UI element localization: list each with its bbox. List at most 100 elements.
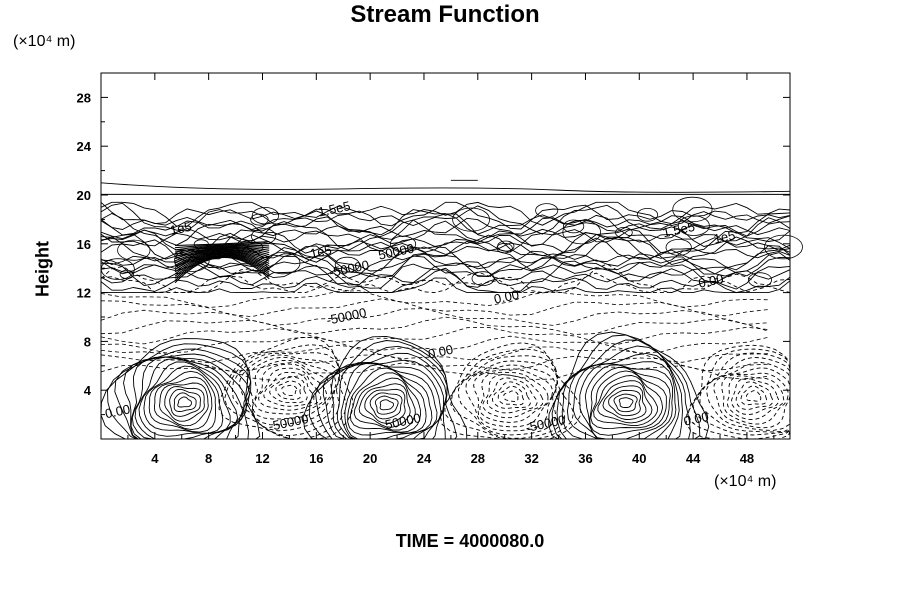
contour-line xyxy=(100,344,769,364)
contour-line xyxy=(174,251,270,268)
contour-line xyxy=(130,356,247,440)
contour-line xyxy=(100,252,791,286)
eddy-contour xyxy=(665,238,692,256)
contour-line xyxy=(281,384,298,397)
contour-line xyxy=(224,344,347,440)
y-tick-label-5: 24 xyxy=(77,139,92,154)
y-tick-label-4: 20 xyxy=(77,188,91,203)
contour-line xyxy=(174,255,270,279)
contour-line xyxy=(174,247,270,258)
contour-line xyxy=(100,308,769,326)
contour-line xyxy=(246,356,337,426)
x-axis-unit: (×10⁴ m) xyxy=(714,473,777,490)
contour-label-3: 50000 xyxy=(377,241,415,263)
contour-label-4: -50000 xyxy=(328,257,371,280)
x-tick-label-8: 36 xyxy=(578,451,592,466)
contour-line xyxy=(589,366,667,436)
contour-line xyxy=(263,371,315,407)
contour-line xyxy=(254,363,328,415)
contour-line xyxy=(349,372,421,433)
contour-line xyxy=(100,338,261,440)
contour-line xyxy=(100,263,791,290)
contour-label-11: 0.00 xyxy=(104,401,132,421)
contour-line xyxy=(173,392,197,412)
contour-line xyxy=(174,253,270,275)
contour-line xyxy=(231,352,340,437)
x-tick-label-10: 44 xyxy=(686,451,701,466)
contour-line xyxy=(143,365,224,434)
contour-line xyxy=(218,336,354,440)
contour-line xyxy=(497,385,525,406)
contour-line xyxy=(131,356,244,440)
contour-line xyxy=(745,390,762,402)
contour-line xyxy=(100,326,769,345)
contour-line xyxy=(174,250,270,266)
contour-line xyxy=(100,316,769,335)
contour-line xyxy=(100,353,769,372)
chart-title: Stream Function xyxy=(350,1,540,28)
contour-line xyxy=(100,298,769,318)
eddy-contour xyxy=(471,271,495,286)
contour-line xyxy=(100,362,769,381)
contour-line xyxy=(101,277,791,294)
x-tick-label-7: 32 xyxy=(524,451,538,466)
contour-line xyxy=(597,380,653,424)
contour-line xyxy=(174,244,270,251)
contour-line xyxy=(174,243,270,249)
x-tick-label-4: 20 xyxy=(363,451,377,466)
contour-line xyxy=(593,375,658,427)
contour-line xyxy=(177,396,192,408)
eddy-contour xyxy=(389,235,417,253)
contour-line xyxy=(692,352,791,436)
contour-line xyxy=(579,363,674,440)
x-tick-label-11: 48 xyxy=(740,451,754,466)
contour-line xyxy=(159,382,209,427)
contour-line xyxy=(353,377,416,431)
contour-line xyxy=(275,380,302,400)
eddy-contour xyxy=(672,196,713,223)
eddy-contour xyxy=(677,215,710,236)
contour-line xyxy=(100,267,791,294)
contour-line xyxy=(174,245,270,253)
contour-line xyxy=(174,256,270,284)
contour-line xyxy=(174,254,270,277)
contour-label-2: 1e5 xyxy=(309,242,333,261)
y-tick-label-2: 12 xyxy=(77,286,91,301)
contour-line xyxy=(705,362,791,431)
contour-line xyxy=(252,359,332,420)
contour-line xyxy=(503,390,519,403)
contour-line xyxy=(148,370,217,433)
contour-line xyxy=(174,256,270,281)
contour-line xyxy=(269,376,308,404)
contour-line xyxy=(100,201,791,227)
contour-line xyxy=(602,385,647,420)
contour-label-15: 0.00 xyxy=(682,409,710,429)
contour-line xyxy=(439,342,582,440)
eddy-contour xyxy=(497,240,515,252)
contour-line xyxy=(699,356,791,433)
contour-line xyxy=(486,377,538,414)
y-tick-label-1: 8 xyxy=(84,334,91,349)
contour-line xyxy=(100,202,791,235)
contour-line xyxy=(100,234,791,265)
eddy-contour xyxy=(562,219,585,234)
contour-line xyxy=(618,397,634,408)
contour-lines xyxy=(100,179,803,440)
contour-line xyxy=(358,383,411,428)
contour-line xyxy=(100,217,791,251)
contour-line xyxy=(100,272,791,294)
contour-line xyxy=(100,232,791,260)
contour-line xyxy=(713,367,791,429)
contour-line xyxy=(735,381,774,410)
y-tick-label-6: 28 xyxy=(77,90,91,105)
contour-line xyxy=(100,335,769,354)
y-tick-label-0: 4 xyxy=(84,383,92,398)
contour-label-8: 0.00 xyxy=(493,287,521,307)
contour-line xyxy=(100,201,791,230)
x-tick-label-6: 28 xyxy=(471,451,485,466)
contour-line xyxy=(174,248,270,260)
contour-line xyxy=(450,355,566,439)
contour-label-7: 0.00 xyxy=(697,271,725,291)
contour-line xyxy=(100,220,791,253)
